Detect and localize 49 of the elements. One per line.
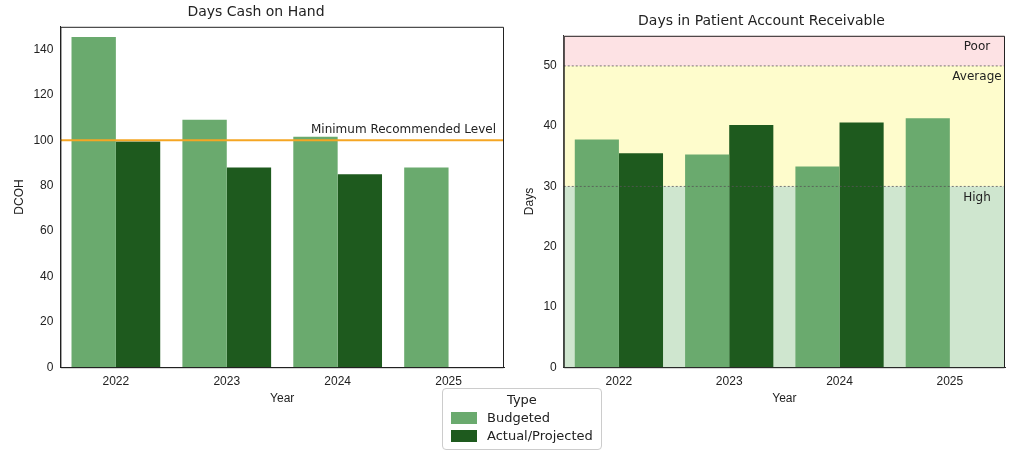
y-tick-label: 10 xyxy=(543,299,558,314)
y-tick-label: 0 xyxy=(46,359,54,374)
y-tick-label: 140 xyxy=(33,41,54,56)
bar xyxy=(226,167,272,368)
band-label: Average xyxy=(952,69,1002,84)
x-tick-label: 2024 xyxy=(826,373,854,388)
x-tick-label: 2023 xyxy=(715,373,743,388)
bar xyxy=(404,167,449,368)
x-tick-label: 2025 xyxy=(435,373,463,388)
legend-label: Actual/Projected xyxy=(487,428,593,443)
y-tick-label: 20 xyxy=(543,239,558,253)
y-tick-label: 100 xyxy=(33,132,54,147)
y-axis-title: DCOH xyxy=(11,179,26,215)
band-label: Poor xyxy=(963,38,991,53)
legend-label: Budgeted xyxy=(487,410,551,425)
bar xyxy=(574,139,619,368)
y-tick-label: 80 xyxy=(40,177,54,192)
bar xyxy=(71,37,116,368)
bar xyxy=(115,141,161,368)
y-tick-label: 120 xyxy=(33,87,54,102)
y-tick-label: 40 xyxy=(543,118,558,133)
x-tick-label: 2022 xyxy=(605,373,633,388)
bar xyxy=(729,124,774,368)
bar xyxy=(795,166,840,368)
x-tick-label: 2023 xyxy=(213,373,241,388)
y-tick-label: 60 xyxy=(40,223,54,238)
ref-line-label: Minimum Recommended Level xyxy=(310,122,496,137)
legend-title: Type xyxy=(506,392,538,407)
x-axis-title: Year xyxy=(270,391,295,406)
bar xyxy=(293,136,338,368)
y-tick-label: 50 xyxy=(543,58,558,73)
y-tick-label: 40 xyxy=(40,268,54,283)
x-tick-label: 2025 xyxy=(936,373,964,388)
bar xyxy=(337,174,383,368)
bar xyxy=(182,119,227,368)
chart-title: Days Cash on Hand xyxy=(187,3,325,20)
chart-title: Days in Patient Account Receivable xyxy=(638,12,885,29)
y-axis-title: Days xyxy=(521,187,536,216)
x-tick-label: 2022 xyxy=(102,373,130,388)
x-axis-title: Year xyxy=(772,391,797,406)
bar xyxy=(618,153,664,368)
bar xyxy=(839,122,884,368)
y-tick-label: 20 xyxy=(40,314,54,329)
bar xyxy=(905,118,950,368)
x-tick-label: 2024 xyxy=(324,373,352,388)
y-tick-label: 0 xyxy=(550,359,558,374)
band-label: High xyxy=(963,189,991,204)
bar xyxy=(685,154,730,368)
y-tick-label: 30 xyxy=(543,178,558,193)
